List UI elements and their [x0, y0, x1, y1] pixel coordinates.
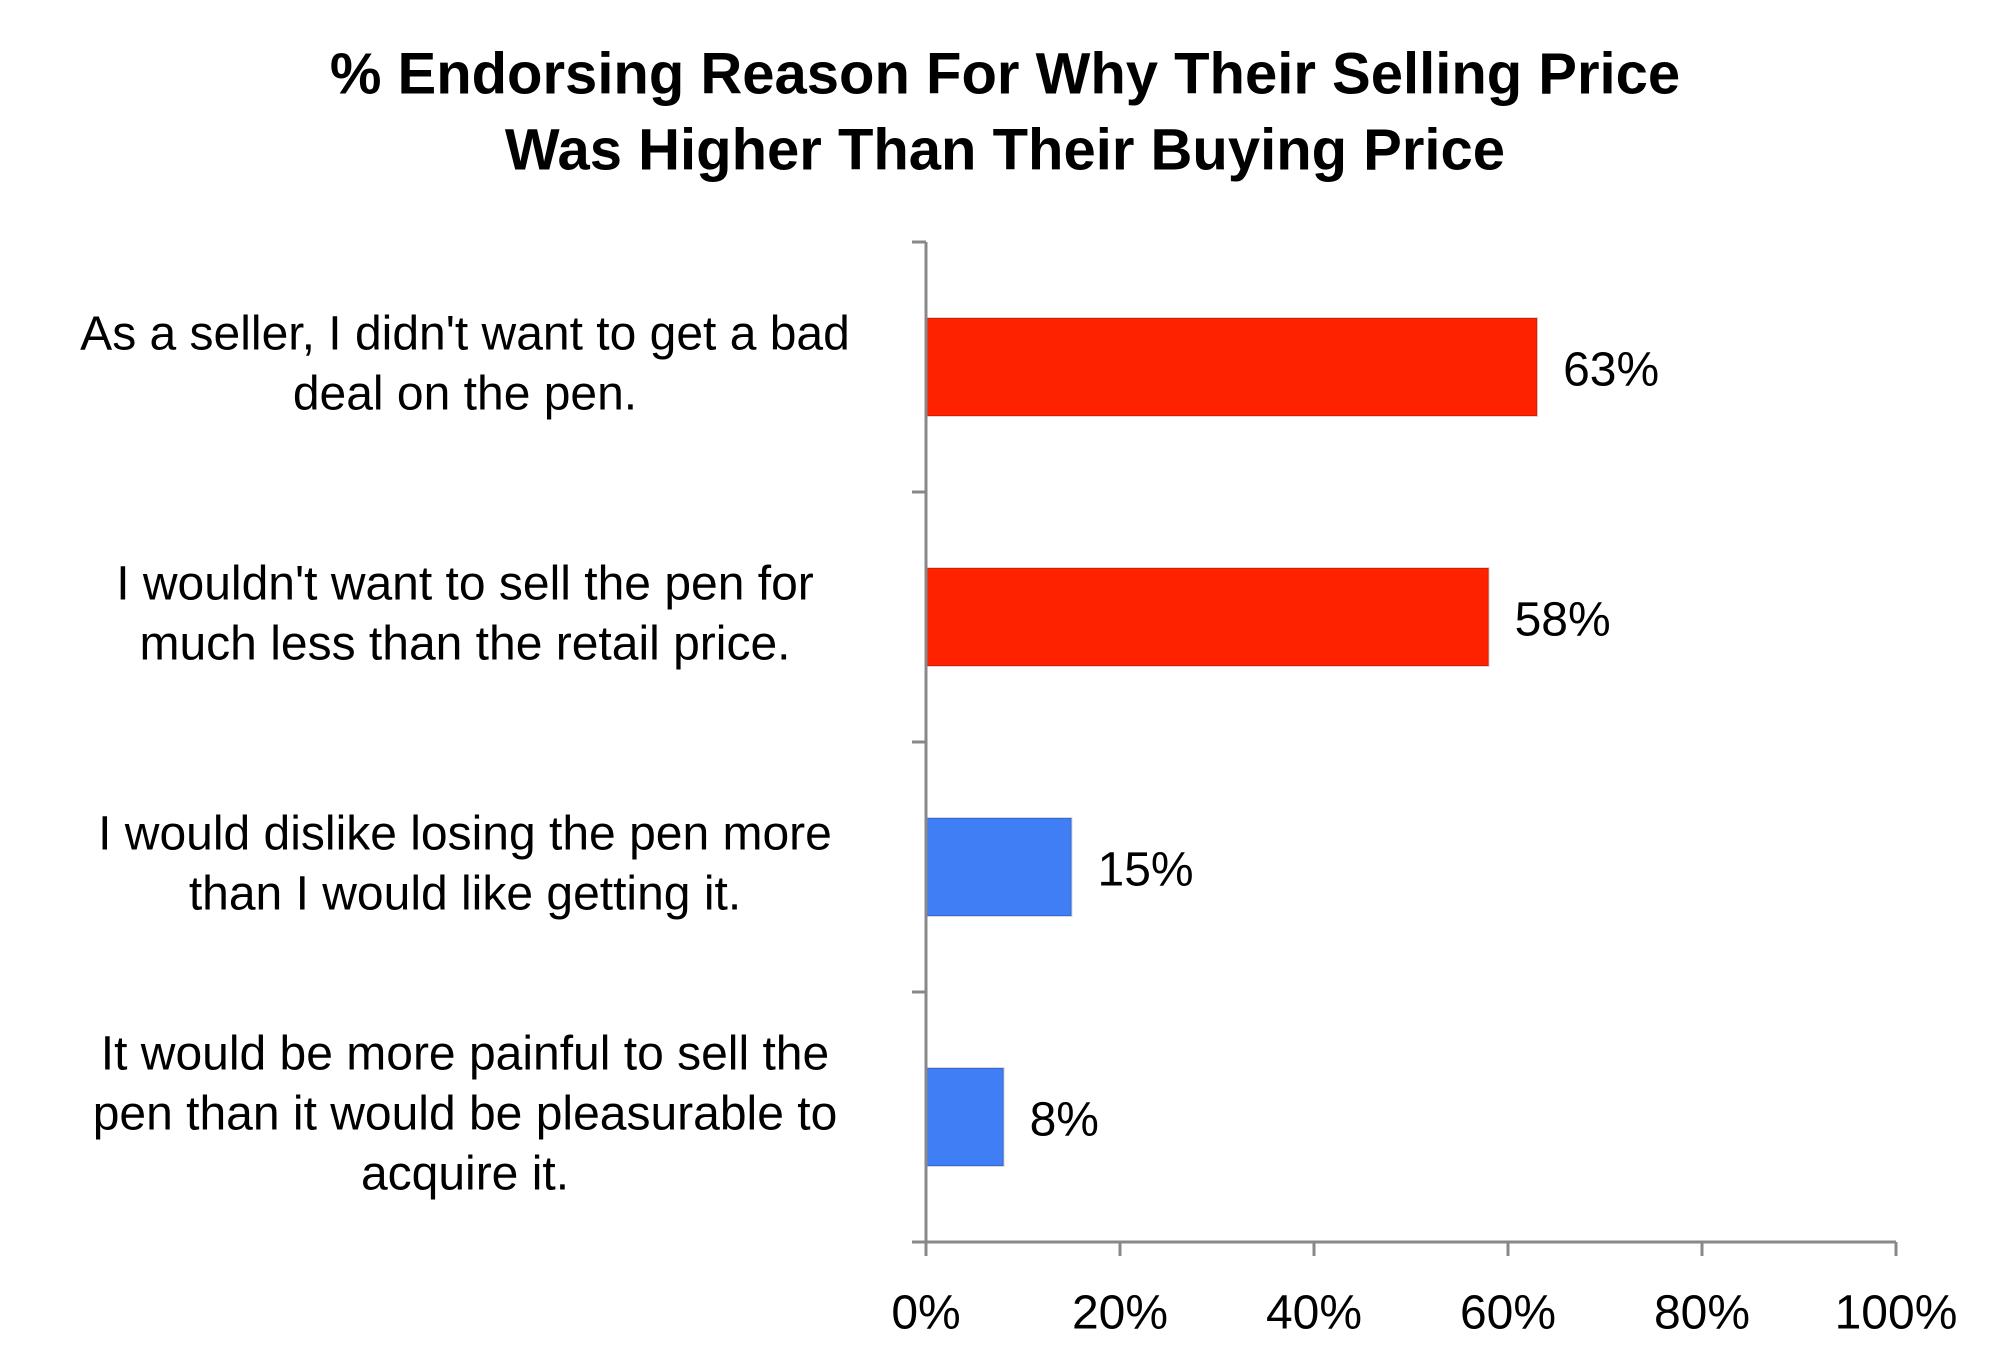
chart-title-line: Was Higher Than Their Buying Price	[505, 117, 1505, 182]
value-label: 58%	[1515, 594, 1611, 647]
category-label: As a seller, I didn't want to get a bad d…	[80, 308, 850, 421]
bar	[925, 567, 1490, 667]
category-label: I wouldn't want to sell the pen for much …	[116, 558, 814, 671]
chart-title-line: % Endorsing Reason For Why Their Selling…	[330, 41, 1680, 106]
bar	[925, 317, 1539, 417]
x-tick-label: 60%	[1460, 1287, 1556, 1340]
bar	[925, 817, 1073, 917]
axes: 0% 20% 40% 60% 80% 100%	[891, 240, 1958, 1340]
category-label: I would dislike losing the pen more than …	[98, 808, 832, 921]
bars	[925, 317, 1539, 1167]
category-label: It would be more painful to sell the pen …	[93, 1028, 838, 1201]
bar	[925, 1067, 1005, 1167]
chart-title: % Endorsing Reason For Why Their Selling…	[330, 41, 1680, 182]
x-tick-label: 20%	[1072, 1287, 1168, 1340]
category-labels: As a seller, I didn't want to get a bad d…	[80, 308, 850, 1201]
x-tick-label: 0%	[891, 1287, 960, 1340]
value-label: 8%	[1030, 1094, 1099, 1147]
x-tick-label: 100%	[1835, 1287, 1958, 1340]
value-label: 63%	[1563, 344, 1659, 397]
value-label: 15%	[1098, 844, 1194, 897]
x-tick-label: 80%	[1654, 1287, 1750, 1340]
x-tick-label: 40%	[1266, 1287, 1362, 1340]
value-labels: 63% 58% 15% 8%	[1030, 344, 1660, 1147]
